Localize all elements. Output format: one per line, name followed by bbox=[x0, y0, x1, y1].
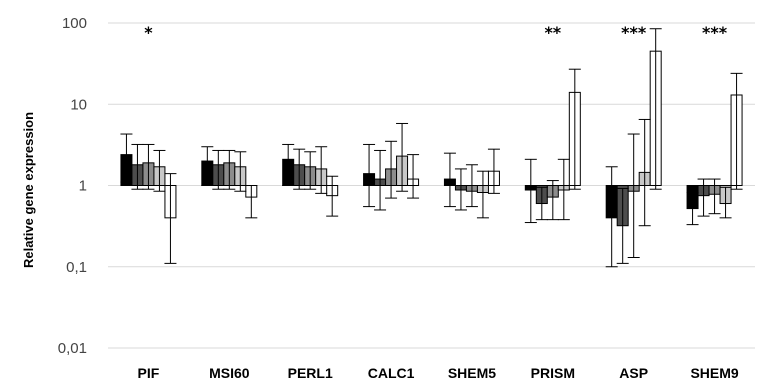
y-tick-label: 1 bbox=[79, 178, 87, 195]
y-axis-ticks: 0,01 0,1 1 10 100 bbox=[58, 15, 87, 357]
y-tick-label: 100 bbox=[62, 15, 87, 32]
significance-markers: * ** *** *** bbox=[144, 23, 727, 42]
category-label: CALC1 bbox=[368, 365, 415, 381]
category-label: SHEM9 bbox=[690, 365, 738, 381]
category-label: PRISM bbox=[531, 365, 575, 381]
significance-marker: *** bbox=[621, 23, 647, 42]
bars-group bbox=[120, 50, 743, 227]
y-tick-label: 0,01 bbox=[58, 340, 87, 357]
y-tick-label: 0,1 bbox=[66, 259, 87, 276]
significance-marker: ** bbox=[544, 23, 561, 42]
category-label: PERL1 bbox=[288, 365, 333, 381]
significance-marker: *** bbox=[702, 23, 728, 42]
y-axis-label: Relative gene expression bbox=[21, 112, 36, 268]
significance-marker: * bbox=[144, 23, 153, 42]
y-tick-label: 10 bbox=[70, 96, 87, 113]
category-label: MSI60 bbox=[209, 365, 250, 381]
x-axis-category-labels: PIF MSI60 PERL1 CALC1 SHEM5 PRISM ASP SHEM9 bbox=[138, 365, 739, 381]
category-label: SHEM5 bbox=[448, 365, 496, 381]
error-bars-group bbox=[120, 28, 743, 268]
category-label: PIF bbox=[138, 365, 160, 381]
category-label: ASP bbox=[619, 365, 648, 381]
